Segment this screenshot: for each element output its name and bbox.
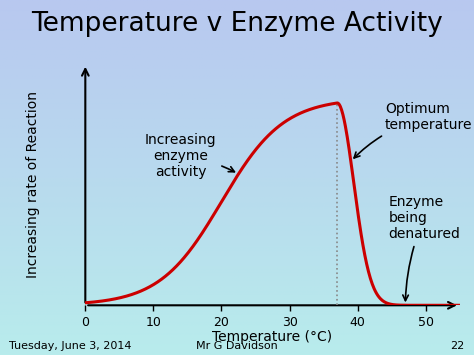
Text: Optimum
temperature: Optimum temperature bbox=[354, 102, 473, 158]
Text: Increasing rate of Reaction: Increasing rate of Reaction bbox=[26, 91, 40, 278]
Text: Temperature v Enzyme Activity: Temperature v Enzyme Activity bbox=[31, 11, 443, 37]
Text: 22: 22 bbox=[450, 342, 465, 351]
Text: Mr G Davidson: Mr G Davidson bbox=[196, 342, 278, 351]
X-axis label: Temperature (°C): Temperature (°C) bbox=[212, 330, 333, 344]
Text: Enzyme
being
denatured: Enzyme being denatured bbox=[388, 195, 460, 301]
Text: Tuesday, June 3, 2014: Tuesday, June 3, 2014 bbox=[9, 342, 132, 351]
Text: Increasing
enzyme
activity: Increasing enzyme activity bbox=[145, 133, 235, 179]
